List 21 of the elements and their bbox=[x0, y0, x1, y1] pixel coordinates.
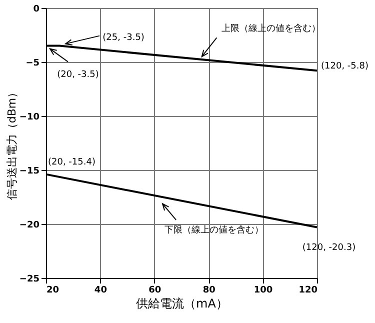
x-axis-title: 供給電流（mA） bbox=[136, 296, 228, 310]
y-tick-label: −5 bbox=[26, 58, 40, 68]
y-tick-label: 0 bbox=[33, 4, 40, 14]
y-tick-label: −15 bbox=[19, 166, 40, 176]
x-tick-label: 40 bbox=[94, 286, 107, 296]
y-tick-label: −25 bbox=[19, 274, 40, 284]
x-tick-label: 20 bbox=[46, 286, 60, 296]
x-tick-label: 100 bbox=[254, 286, 273, 296]
x-tick-label: 60 bbox=[148, 286, 162, 296]
x-tick-label: 80 bbox=[202, 286, 216, 296]
annotation: (120, -20.3) bbox=[302, 243, 356, 254]
y-tick-label: −10 bbox=[19, 112, 40, 122]
annotation: (20, -15.4) bbox=[48, 157, 96, 168]
y-axis-title: 信号送出電力（dBm） bbox=[5, 86, 18, 200]
y-tick-label: −20 bbox=[19, 220, 40, 230]
annotation: 上限（線上の値を含む） bbox=[221, 22, 320, 34]
annotation: (25, -3.5) bbox=[102, 32, 144, 43]
annotation: (120, -5.8) bbox=[321, 62, 368, 72]
annotation: (20, -3.5) bbox=[57, 70, 99, 80]
x-tick-label: 120 bbox=[298, 286, 318, 296]
annotation: 下限（線上の値を含む） bbox=[164, 224, 264, 236]
